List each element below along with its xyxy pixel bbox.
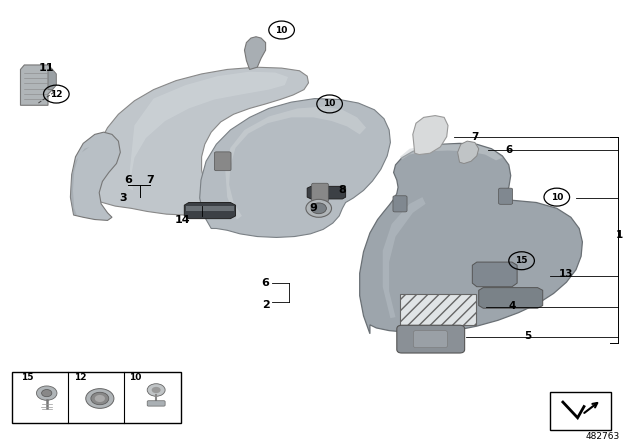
Text: 9: 9 — [310, 203, 317, 213]
Polygon shape — [360, 143, 582, 334]
Polygon shape — [95, 67, 308, 215]
Circle shape — [152, 387, 161, 393]
Text: 6: 6 — [262, 278, 269, 288]
Text: 6: 6 — [505, 145, 513, 155]
Text: 1: 1 — [616, 230, 623, 240]
Polygon shape — [383, 197, 426, 318]
Circle shape — [42, 389, 52, 397]
Circle shape — [91, 392, 109, 405]
Polygon shape — [200, 99, 390, 237]
Text: 13: 13 — [559, 269, 573, 279]
Circle shape — [86, 388, 114, 409]
Text: 5: 5 — [524, 331, 532, 341]
FancyBboxPatch shape — [550, 392, 611, 430]
FancyBboxPatch shape — [413, 331, 447, 348]
Text: 15: 15 — [515, 256, 528, 265]
Text: 10: 10 — [323, 99, 336, 108]
Polygon shape — [307, 186, 346, 199]
Text: 4: 4 — [508, 301, 516, 310]
Circle shape — [306, 199, 332, 217]
Polygon shape — [458, 141, 479, 164]
Circle shape — [36, 386, 57, 401]
Polygon shape — [400, 144, 502, 160]
Circle shape — [95, 395, 105, 402]
Polygon shape — [70, 132, 120, 220]
Polygon shape — [70, 147, 90, 215]
Circle shape — [147, 383, 165, 396]
FancyBboxPatch shape — [499, 188, 513, 204]
Polygon shape — [184, 202, 236, 219]
Polygon shape — [472, 262, 517, 287]
FancyBboxPatch shape — [312, 183, 328, 202]
FancyBboxPatch shape — [186, 206, 234, 211]
FancyBboxPatch shape — [397, 325, 465, 353]
Polygon shape — [479, 288, 543, 308]
Text: 6: 6 — [124, 175, 132, 185]
Bar — [400, 294, 476, 325]
Text: 7: 7 — [147, 175, 154, 185]
FancyBboxPatch shape — [12, 372, 181, 423]
FancyBboxPatch shape — [214, 152, 231, 171]
Text: 15: 15 — [21, 373, 34, 382]
Polygon shape — [225, 107, 366, 220]
Text: 7: 7 — [471, 132, 479, 142]
Circle shape — [311, 203, 326, 214]
Text: 12: 12 — [74, 373, 87, 382]
Polygon shape — [20, 65, 52, 105]
Text: 3: 3 — [119, 193, 127, 203]
Text: 2: 2 — [262, 300, 269, 310]
Text: 8: 8 — [339, 185, 346, 195]
Text: 11: 11 — [38, 63, 54, 73]
Text: 12: 12 — [50, 90, 63, 99]
FancyBboxPatch shape — [147, 401, 165, 406]
Polygon shape — [244, 37, 266, 69]
Text: 10: 10 — [275, 26, 288, 34]
Text: 14: 14 — [175, 215, 190, 224]
Text: 482763: 482763 — [586, 432, 620, 441]
Text: 10: 10 — [129, 373, 141, 382]
Polygon shape — [48, 69, 56, 90]
Polygon shape — [413, 116, 448, 155]
Text: 10: 10 — [550, 193, 563, 202]
FancyBboxPatch shape — [393, 196, 407, 212]
Polygon shape — [128, 72, 288, 190]
